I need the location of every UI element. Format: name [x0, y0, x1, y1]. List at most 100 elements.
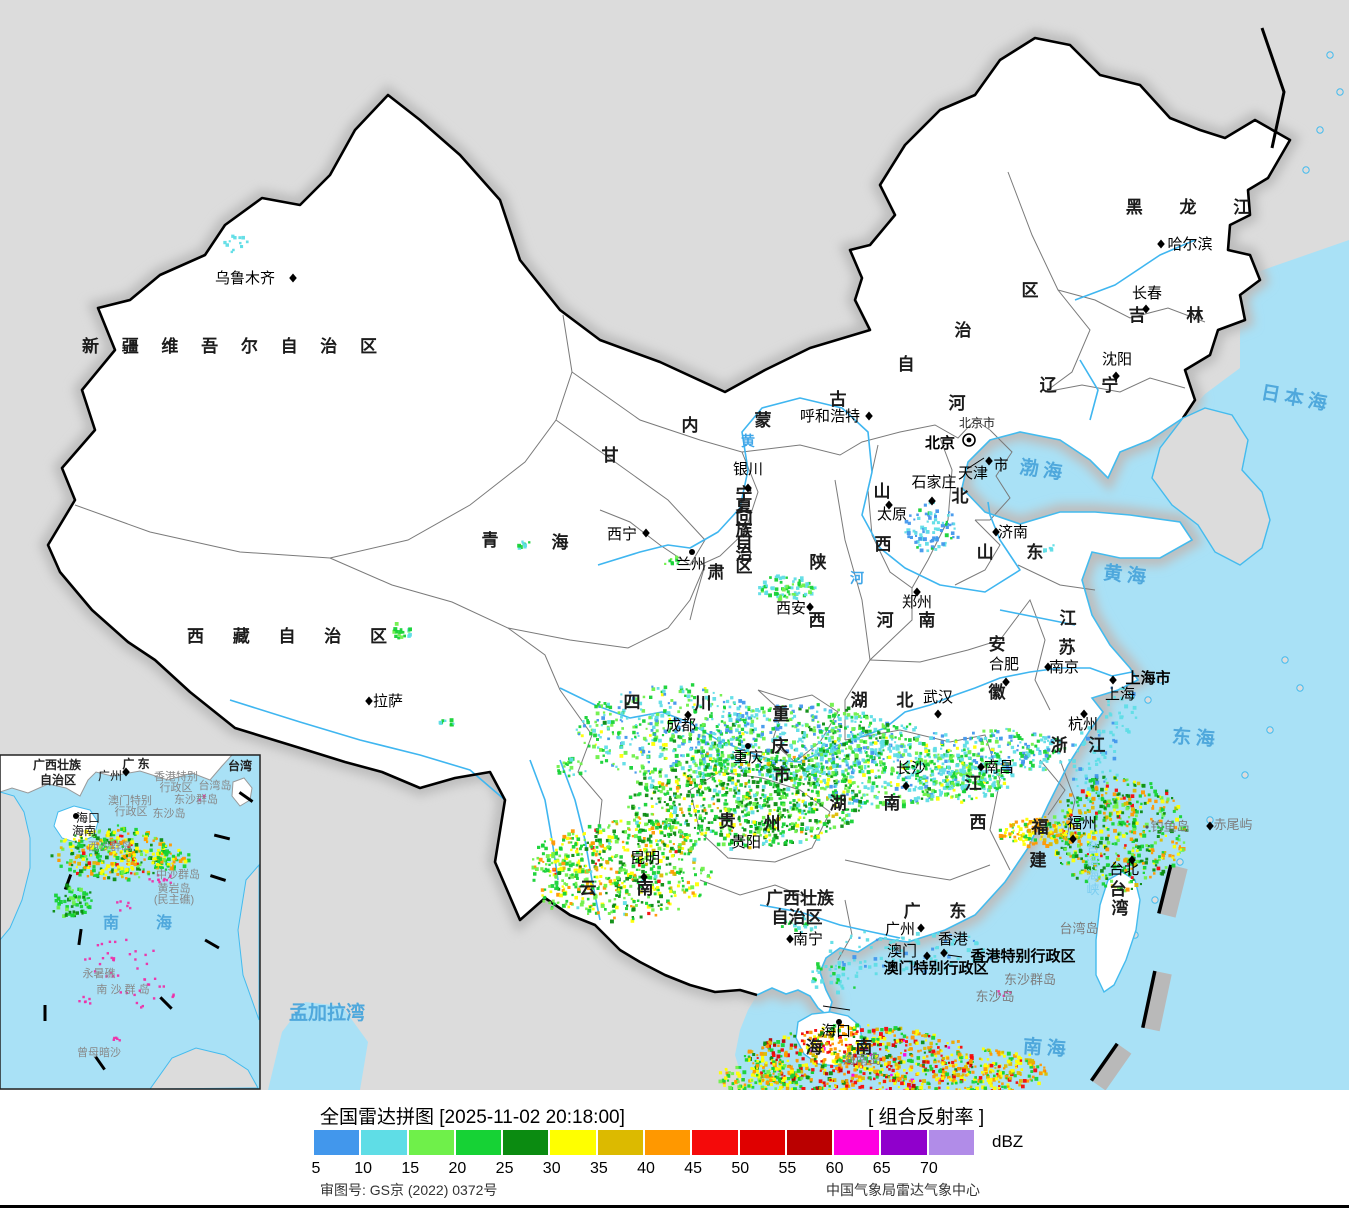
city-marker: [928, 496, 936, 506]
city-label: 昆明: [630, 850, 660, 867]
dbz-swatch-5: [314, 1130, 362, 1155]
city-label: 上海市: [1125, 669, 1170, 687]
dbz-tick: 5: [311, 1160, 321, 1177]
province-label: 西: [809, 611, 826, 630]
boundary-dash-segments: [1089, 864, 1188, 1090]
inset-label: 香港特别: [154, 769, 198, 783]
city-label: 澳门特别行政区: [883, 959, 988, 977]
inset-label: 西沙群岛: [88, 839, 132, 853]
city-marker: [1069, 834, 1077, 844]
island-dot: [1156, 676, 1164, 684]
city-label: 南宁: [793, 931, 823, 948]
city-label: 南昌: [984, 759, 1014, 776]
coastline: [756, 417, 1194, 1018]
city-marker: [289, 273, 297, 283]
province-label: 肃: [708, 563, 725, 582]
province-label: 江: [965, 774, 982, 793]
city-label: 成都: [666, 717, 696, 734]
province-label: 徽: [988, 682, 1007, 702]
province-label: 州: [763, 814, 781, 833]
province-label: 江: [1060, 609, 1077, 628]
inset-label: 自治区: [40, 772, 76, 787]
bay-of-bengal: [268, 1002, 368, 1090]
city-label: 哈尔滨: [1167, 236, 1212, 253]
city-marker: [640, 872, 648, 882]
city-marker: [365, 696, 373, 706]
dbz-swatch-40: [644, 1130, 693, 1155]
dbz-tick: 45: [684, 1160, 703, 1177]
dbz-tick-labels: 5 10 15 20 25 30 35 40 45 50 55 60 65 70: [311, 1160, 994, 1180]
dbz-swatch-25: [503, 1130, 551, 1155]
inset-label: 广州: [98, 769, 122, 783]
city-marker: [684, 710, 692, 720]
city-label: 石家庄: [911, 473, 956, 491]
island-dot: [1336, 88, 1344, 96]
river-label: 河: [850, 570, 864, 587]
province-label: 甘: [602, 445, 619, 465]
dbz-tick: 50: [731, 1160, 750, 1177]
city-marker: [1109, 675, 1117, 685]
province-label: 吉 林: [1129, 305, 1222, 325]
dbz-tick: 20: [448, 1160, 467, 1177]
city-marker: [934, 709, 942, 719]
inset-label: 海南: [72, 823, 96, 838]
province-label: 庆: [772, 736, 789, 756]
island-dot: [1241, 771, 1249, 779]
province-label: 川: [694, 694, 712, 713]
inset-label: 南: [103, 913, 119, 932]
province-label: 湾: [1112, 898, 1129, 918]
province-label: 治: [955, 320, 972, 340]
island-label: 钓鱼岛: [1150, 819, 1189, 834]
city-label: 福州: [1067, 815, 1097, 832]
city-label: 广州: [885, 921, 915, 938]
island-dot: [1316, 126, 1324, 134]
dbz-swatch-55: [786, 1130, 835, 1155]
province-label: 陕: [810, 552, 827, 572]
dbz-swatch-45: [692, 1130, 740, 1155]
dbz-swatch-15: [408, 1130, 456, 1155]
city-marker: [902, 781, 910, 791]
leader-line: [947, 954, 963, 958]
sea-label: 孟加拉湾: [289, 1001, 365, 1024]
city-label: 北京: [925, 434, 955, 452]
city-marker: [923, 951, 931, 961]
dbz-tick: 25: [495, 1160, 514, 1177]
inset-label: 行政区: [160, 780, 193, 794]
city-marker: [642, 528, 650, 538]
city-label: 西宁: [607, 526, 637, 543]
island-dot: [1302, 166, 1310, 174]
province-label: 贵: [719, 811, 736, 831]
inset-border: [0, 754, 261, 1090]
city-label: 乌鲁木齐: [215, 270, 275, 287]
city-marker: [1128, 855, 1136, 865]
province-label: 西: [970, 813, 987, 832]
city-label: 长沙: [896, 760, 926, 777]
legend-panel: 全国雷达拼图 [2025-11-02 20:18:00] [ 组合反射率 ] d…: [0, 1090, 1349, 1205]
city-marker: [1157, 239, 1165, 249]
province-label: 苏: [1059, 637, 1076, 657]
province-label: 新 疆 维 吾 尔 自 治 区: [82, 336, 386, 356]
city-label: 合肥: [989, 656, 1019, 673]
dbz-tick: 30: [542, 1160, 561, 1177]
inset-label: 海口: [76, 810, 100, 825]
province-label: 广西壮族: [766, 888, 835, 908]
island-label: 赤尾屿: [1213, 817, 1252, 832]
city-label: 呼和浩特: [800, 408, 860, 425]
city-marker: [885, 500, 893, 510]
dbz-swatch-65: [881, 1130, 929, 1155]
city-marker: [1112, 371, 1120, 381]
province-label: 区: [1022, 281, 1039, 300]
province-label: 建: [1030, 850, 1047, 870]
dbz-swatch-70: [928, 1130, 974, 1155]
dbz-tick: 15: [401, 1160, 420, 1177]
inset-label: 海: [156, 913, 172, 932]
island-label: 东沙岛: [975, 989, 1014, 1004]
dbz-tick: 65: [872, 1160, 891, 1177]
city-label: 长春: [1132, 285, 1162, 302]
province-label: 内: [682, 415, 699, 435]
province-label: 古: [830, 389, 847, 409]
province-label: 台: [1110, 879, 1127, 899]
city-label: 上海: [1105, 686, 1135, 703]
